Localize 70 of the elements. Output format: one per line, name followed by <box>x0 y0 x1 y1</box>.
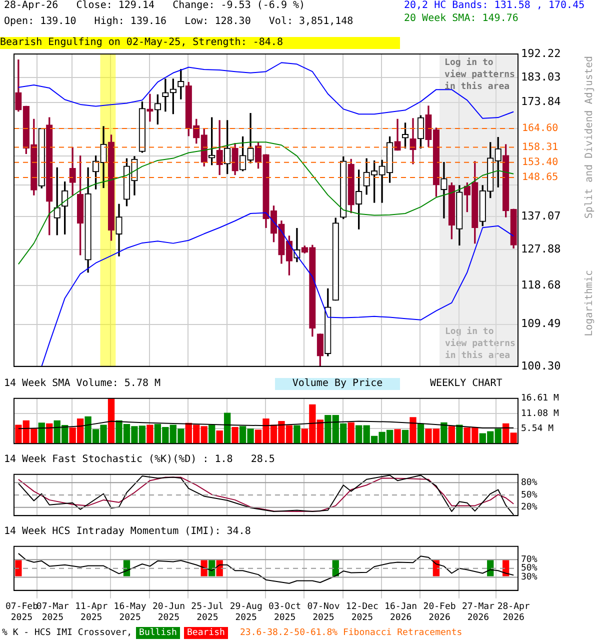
bar <box>410 417 416 444</box>
y-tick-label: 100.30 <box>521 359 561 372</box>
y-tick-label: 109.49 <box>521 317 561 330</box>
text: Logarithmic <box>584 270 596 336</box>
y-tick-label: 20% <box>521 502 538 513</box>
text: 20 Week SMA: 149.76 <box>404 13 518 25</box>
x-tick-label: 07-Nov 2025 <box>307 602 340 623</box>
x-tick-label: 12-Dec 2025 <box>346 602 378 623</box>
bar <box>38 422 45 444</box>
bar <box>348 422 354 444</box>
chart-title: 14 Week SMA Volume: 5.78 M <box>4 378 161 390</box>
x-tick-label: 29-Aug 2025 <box>230 602 262 623</box>
ref-line-label: 148.65 <box>522 172 558 184</box>
x-tick-label: 07-Feb 2025 <box>5 602 38 623</box>
legend-title: % K - HCS IMI Crossover, <box>2 627 132 639</box>
x-tick-label: 16-Jan 2026 <box>384 602 418 623</box>
bar <box>456 424 463 444</box>
text: Bullish <box>136 627 180 639</box>
y-tick-label: 118.68 <box>521 278 561 292</box>
x-tick-label: 20-Feb 2026 <box>423 602 456 623</box>
y-tick-label: 70% <box>521 554 538 565</box>
chart-title: 14 Week HCS Intraday Momentum (IMI): 34.8 <box>4 526 251 538</box>
text: 20,2 HC Bands: 131.58 , 170.45 <box>404 0 585 12</box>
y-tick-label: 50% <box>521 564 538 574</box>
chart-subtitle: Open: 139.10 High: 139.16 Low: 128.30 Vol: 3,851,148 <box>4 16 354 28</box>
ref-line-label: 158.31 <box>522 142 558 153</box>
y-tick-label: 30% <box>521 572 538 583</box>
y-tick-label: 183.03 <box>521 70 561 84</box>
y-tick-label: 16.61 M <box>521 394 560 404</box>
y-tick-label: 137.07 <box>521 209 561 222</box>
y-tick-label: 5.54 M <box>521 424 554 434</box>
y-tick-label: 50% <box>521 490 538 500</box>
bar <box>232 426 238 444</box>
band-label: Log in to view patterns in this area <box>444 56 515 92</box>
bar <box>208 424 216 444</box>
bar <box>108 398 115 444</box>
x-tick-label: 07-Mar 2025 <box>36 602 70 623</box>
candlestick <box>440 162 448 218</box>
bar <box>440 422 448 444</box>
ref-line-label: 164.60 <box>522 123 558 134</box>
x-tick-label: 11-Apr 2025 <box>75 602 108 623</box>
candlestick <box>146 94 154 122</box>
x-tick-label: 27-Mar 2026 <box>462 602 496 623</box>
bar <box>224 412 231 444</box>
x-tick-label: 16-May 2025 <box>114 602 147 623</box>
y-axis-title: Split and Dividend Adjusted <box>584 56 596 219</box>
bar <box>216 430 223 444</box>
text: Bearish <box>184 627 228 639</box>
text: Volume By Price <box>275 378 400 390</box>
text: Bearish Engulfing on 02-May-25, Strength: -84.8 <box>0 37 400 49</box>
y-tick-label: 192.22 <box>521 46 561 60</box>
ref-line-label: 153.40 <box>522 156 558 168</box>
x-tick-label: 03-Oct 2025 <box>268 602 302 623</box>
bar <box>417 423 424 444</box>
text: 23.6-38.2-50-61.8% Fibonacci Retracements <box>240 627 462 639</box>
bar <box>146 424 154 444</box>
bar <box>402 430 409 444</box>
y-tick-label: 127.88 <box>521 242 561 256</box>
chart-title: 14 Week Fast Stochastic (%K)(%D) : 1.8 28.5 <box>4 454 275 466</box>
y-tick-label: 173.84 <box>521 95 562 108</box>
bar <box>294 425 300 444</box>
y-tick-label: 11.08 M <box>521 408 560 419</box>
x-tick-label: 20-Jun 2025 <box>152 602 185 623</box>
text: WEEKLY CHART <box>430 378 502 390</box>
y-tick-label: 80% <box>521 478 538 488</box>
x-tick-label: 28-Apr 2026 <box>497 602 530 623</box>
bar <box>448 426 456 444</box>
chart-title: 28-Apr-26 Close: 129.14 Change: -9.53 (-6.9 %) <box>4 0 306 12</box>
bar <box>394 429 401 444</box>
x-tick-label: 25-Jul 2025 <box>191 602 224 623</box>
